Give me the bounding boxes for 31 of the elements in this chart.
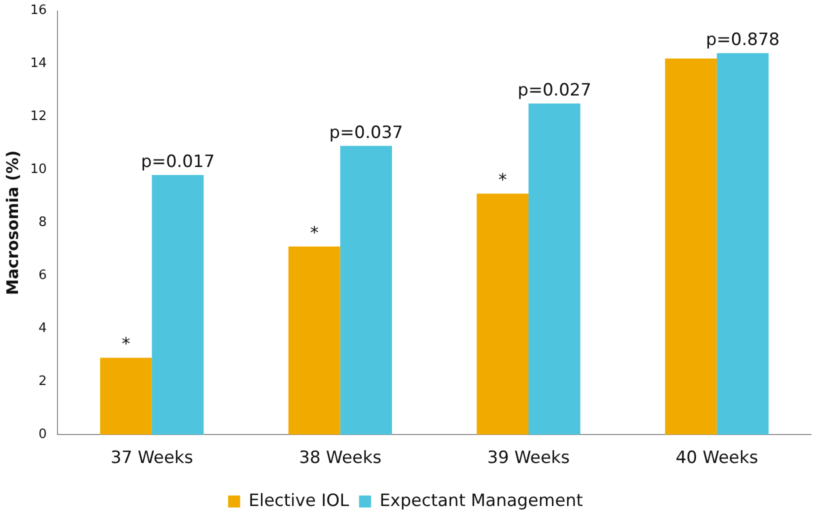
annotation: p=0.027 (518, 80, 592, 100)
y-tick-label: 6 (38, 268, 47, 284)
annotation: * (122, 334, 130, 355)
y-tick-label: 4 (38, 321, 47, 336)
bar (716, 53, 769, 435)
bar (340, 146, 392, 435)
annotation: p=0.017 (140, 152, 215, 172)
y-tick-label: 14 (30, 56, 47, 72)
y-tick-label: 10 (30, 162, 47, 178)
x-tick-label: 38 Weeks (298, 448, 382, 468)
bar (288, 246, 340, 435)
x-tick-label: 37 Weeks (110, 448, 194, 468)
annotation: p=0.037 (329, 122, 403, 143)
y-tick-label: 12 (30, 109, 47, 124)
bar (528, 104, 580, 435)
bar (152, 175, 204, 435)
bar (100, 358, 152, 435)
y-tick-label: 16 (30, 3, 47, 18)
legend-label: Expectant Management (380, 490, 584, 511)
y-tick-label: 0 (38, 426, 47, 442)
legend-label: Elective IOL (248, 490, 350, 511)
annotation: p=0.878 (706, 30, 780, 50)
y-axis-title: Macrosomia (%) (2, 150, 22, 296)
x-tick-label: 40 Weeks (676, 448, 758, 468)
annotation: * (498, 170, 507, 190)
y-tick-label: 2 (38, 374, 47, 389)
annotation: * (310, 223, 319, 244)
y-tick-label: 8 (38, 215, 47, 230)
bar (476, 194, 529, 435)
x-tick-label: 39 Weeks (487, 448, 570, 468)
bar (665, 58, 717, 435)
